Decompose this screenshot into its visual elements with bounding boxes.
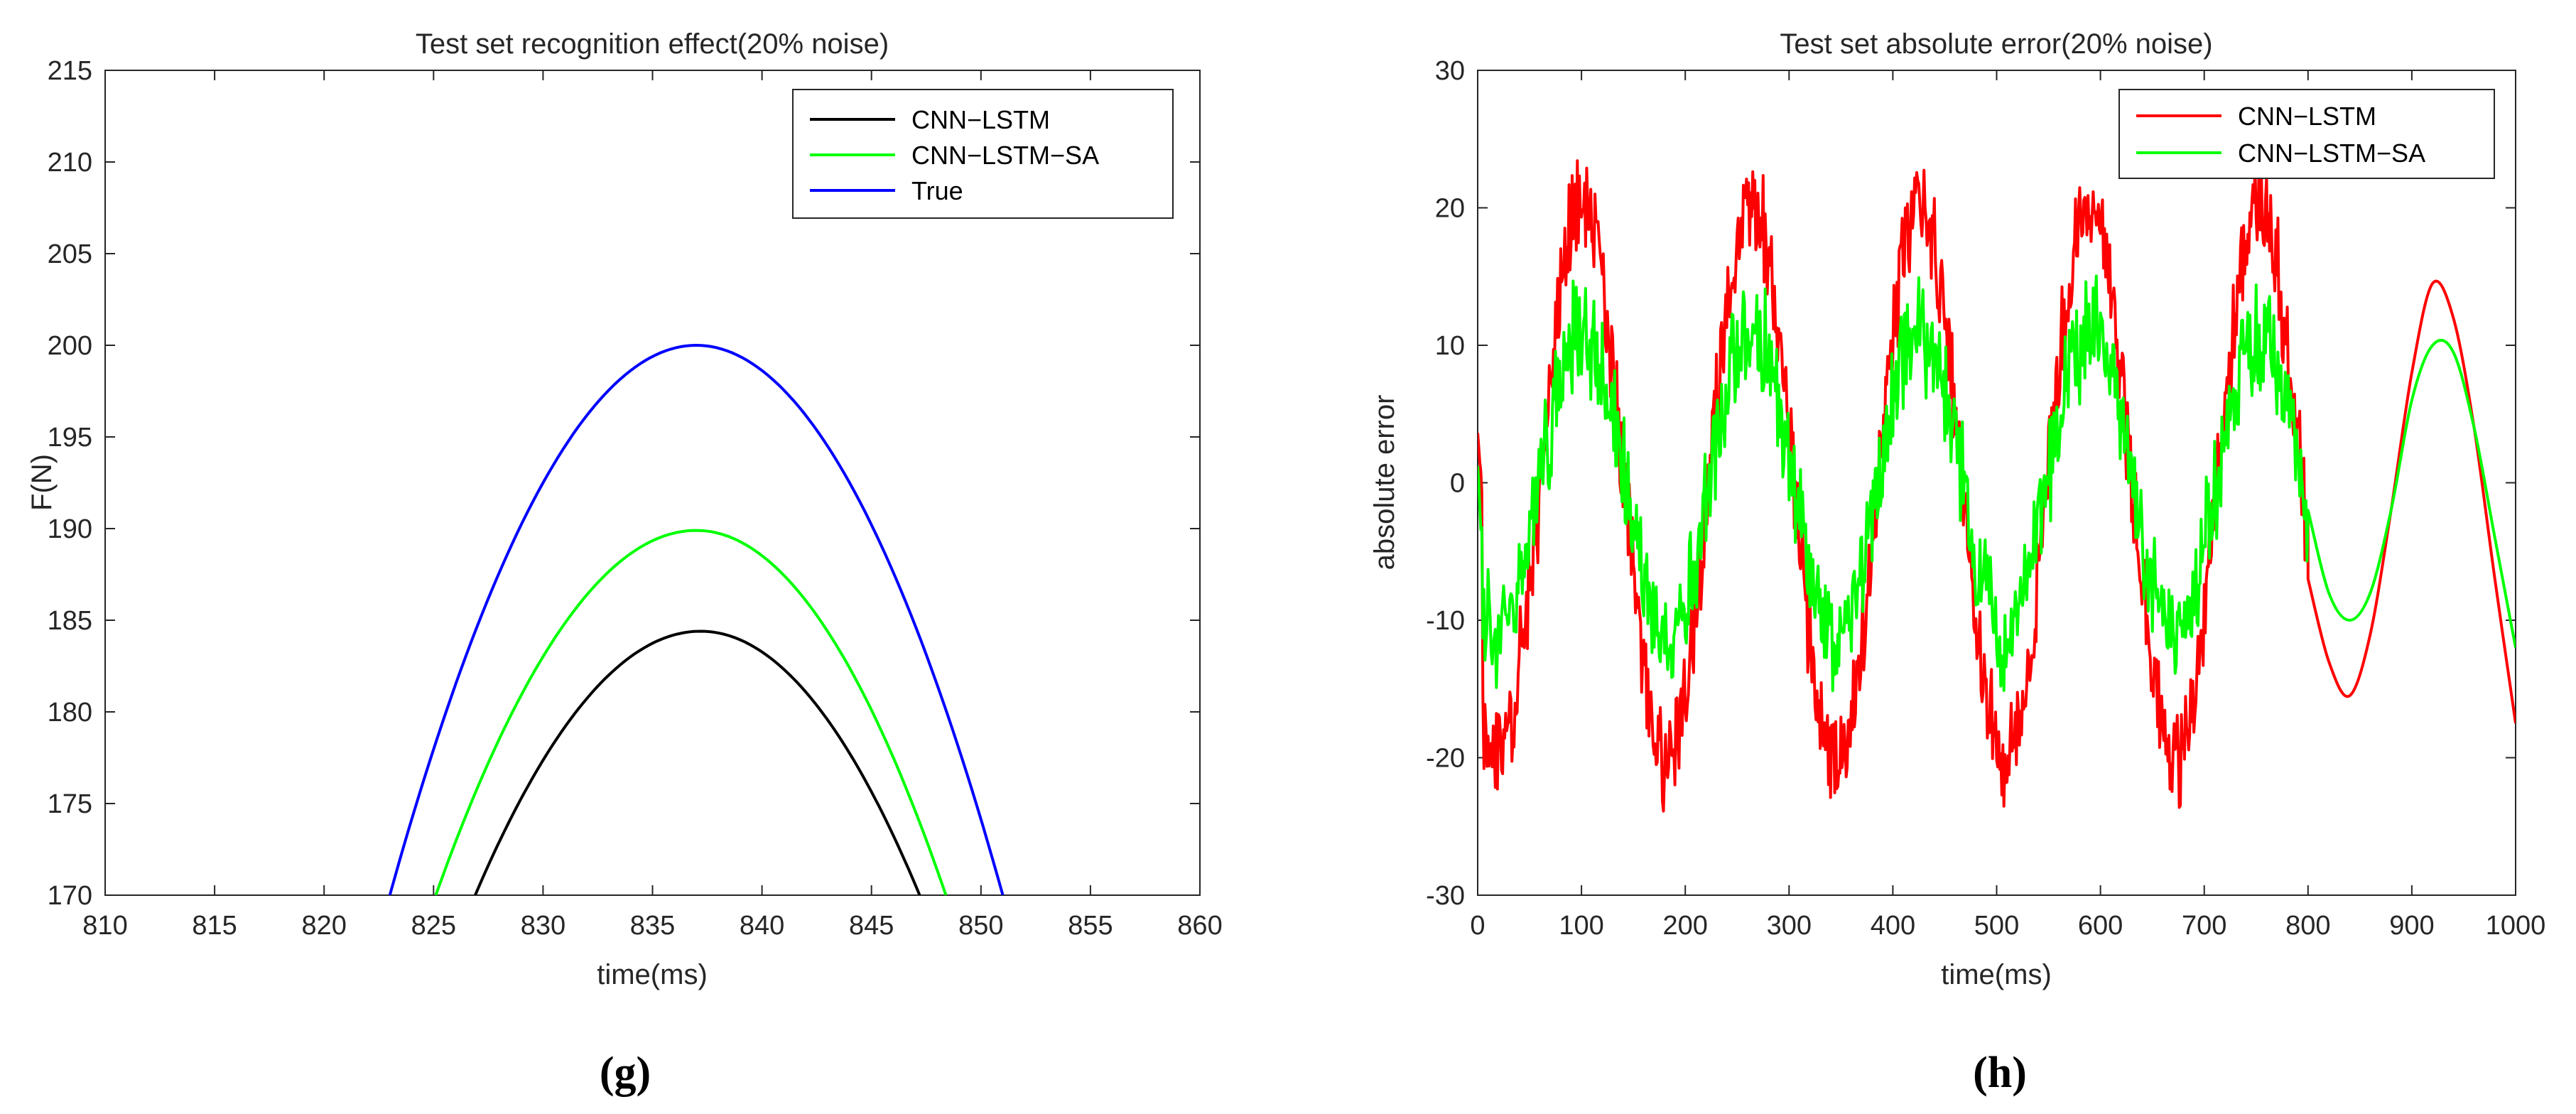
chart-title-g: Test set recognition effect(20% noise) — [416, 28, 889, 60]
y-tick-label: 200 — [48, 331, 92, 361]
y-tick-label: 210 — [48, 148, 92, 178]
x-tick-label: 850 — [958, 911, 1003, 941]
panel-label-g: (g) — [600, 1049, 651, 1097]
plot-area-h — [1477, 70, 2516, 896]
y-tick-label: -20 — [1426, 744, 1465, 774]
y-tick-label: 205 — [48, 239, 92, 269]
y-tick-label: 0 — [1450, 469, 1465, 499]
ticks-h: 0 100 200 300 400 500 600 700 800 900 1000-30-20-1… — [1426, 56, 2545, 941]
legend-label-cnn-lstm: CNN−LSTM — [911, 105, 1050, 134]
y-tick-label: 215 — [48, 56, 92, 86]
y-tick-label: -10 — [1426, 606, 1465, 636]
x-tick-label: 0 — [1470, 911, 1485, 941]
x-tick-label: 300 — [1767, 911, 1812, 941]
ticks-g: 810 815 820 825 830 835 840 845 850 855 860 170 175 1… — [48, 56, 1223, 941]
x-tick-label: 500 — [1974, 911, 2019, 941]
x-tick-label: 810 — [82, 911, 127, 941]
legend-h: CNN−LSTM CNN−LSTM−SA — [2118, 89, 2495, 179]
panel-h: Test set absolute error(20% noise) time(… — [1369, 28, 2545, 1097]
series-line-cnn-lstm-sa — [434, 529, 948, 895]
x-tick-label: 600 — [2078, 911, 2123, 941]
series-lines-h — [1478, 156, 2516, 813]
series-lines-g — [388, 343, 1005, 895]
chart-title-h: Test set absolute error(20% noise) — [1780, 28, 2212, 60]
x-axis-label-g: time(ms) — [597, 959, 708, 990]
legend-label-cnn-lstm-sa: CNN−LSTM−SA — [911, 141, 1099, 170]
series-line-true — [388, 343, 1005, 895]
legend-box-h — [2118, 89, 2495, 179]
x-tick-label: 1000 — [2486, 911, 2546, 941]
x-tick-label: 830 — [521, 911, 565, 941]
y-tick-label: 180 — [48, 698, 92, 728]
x-tick-label: 800 — [2285, 911, 2330, 941]
series-line-cnn-lstm — [474, 629, 921, 895]
x-tick-label: 860 — [1177, 911, 1222, 941]
y-tick-label: 195 — [48, 423, 92, 453]
y-tick-label: 175 — [48, 789, 92, 819]
x-axis-label-h: time(ms) — [1941, 959, 2052, 990]
x-tick-label: 700 — [2182, 911, 2226, 941]
x-tick-label: 100 — [1559, 911, 1603, 941]
x-tick-label: 845 — [849, 911, 894, 941]
x-tick-label: 825 — [411, 911, 456, 941]
series-line-h-cnn-lstm-sa — [1478, 274, 2516, 693]
y-tick-label: -30 — [1426, 881, 1465, 911]
x-tick-label: 840 — [740, 911, 784, 941]
x-tick-label: 835 — [630, 911, 675, 941]
x-tick-label: 820 — [301, 911, 346, 941]
y-tick-label: 20 — [1435, 194, 1465, 224]
y-tick-label: 30 — [1435, 56, 1465, 86]
x-tick-label: 400 — [1871, 911, 1915, 941]
legend-label-cnn-lstm-sa-h: CNN−LSTM−SA — [2238, 139, 2425, 168]
x-tick-label: 855 — [1068, 911, 1113, 941]
panel-g: Test set recognition effect(20% noise) t… — [26, 28, 1223, 1097]
y-tick-label: 170 — [48, 881, 92, 911]
y-axis-label-g: F(N) — [26, 454, 58, 511]
x-tick-label: 200 — [1662, 911, 1707, 941]
legend-g: CNN−LSTM CNN−LSTM−SA True — [792, 89, 1174, 219]
x-tick-label: 900 — [2389, 911, 2434, 941]
legend-label-true: True — [911, 176, 963, 205]
y-tick-label: 185 — [48, 606, 92, 636]
y-tick-label: 10 — [1435, 331, 1465, 361]
panel-label-h: (h) — [1973, 1049, 2027, 1097]
x-tick-label: 815 — [192, 911, 237, 941]
y-tick-label: 190 — [48, 514, 92, 544]
y-axis-label-h: absolute error — [1369, 395, 1400, 570]
legend-label-cnn-lstm-h: CNN−LSTM — [2238, 102, 2376, 131]
